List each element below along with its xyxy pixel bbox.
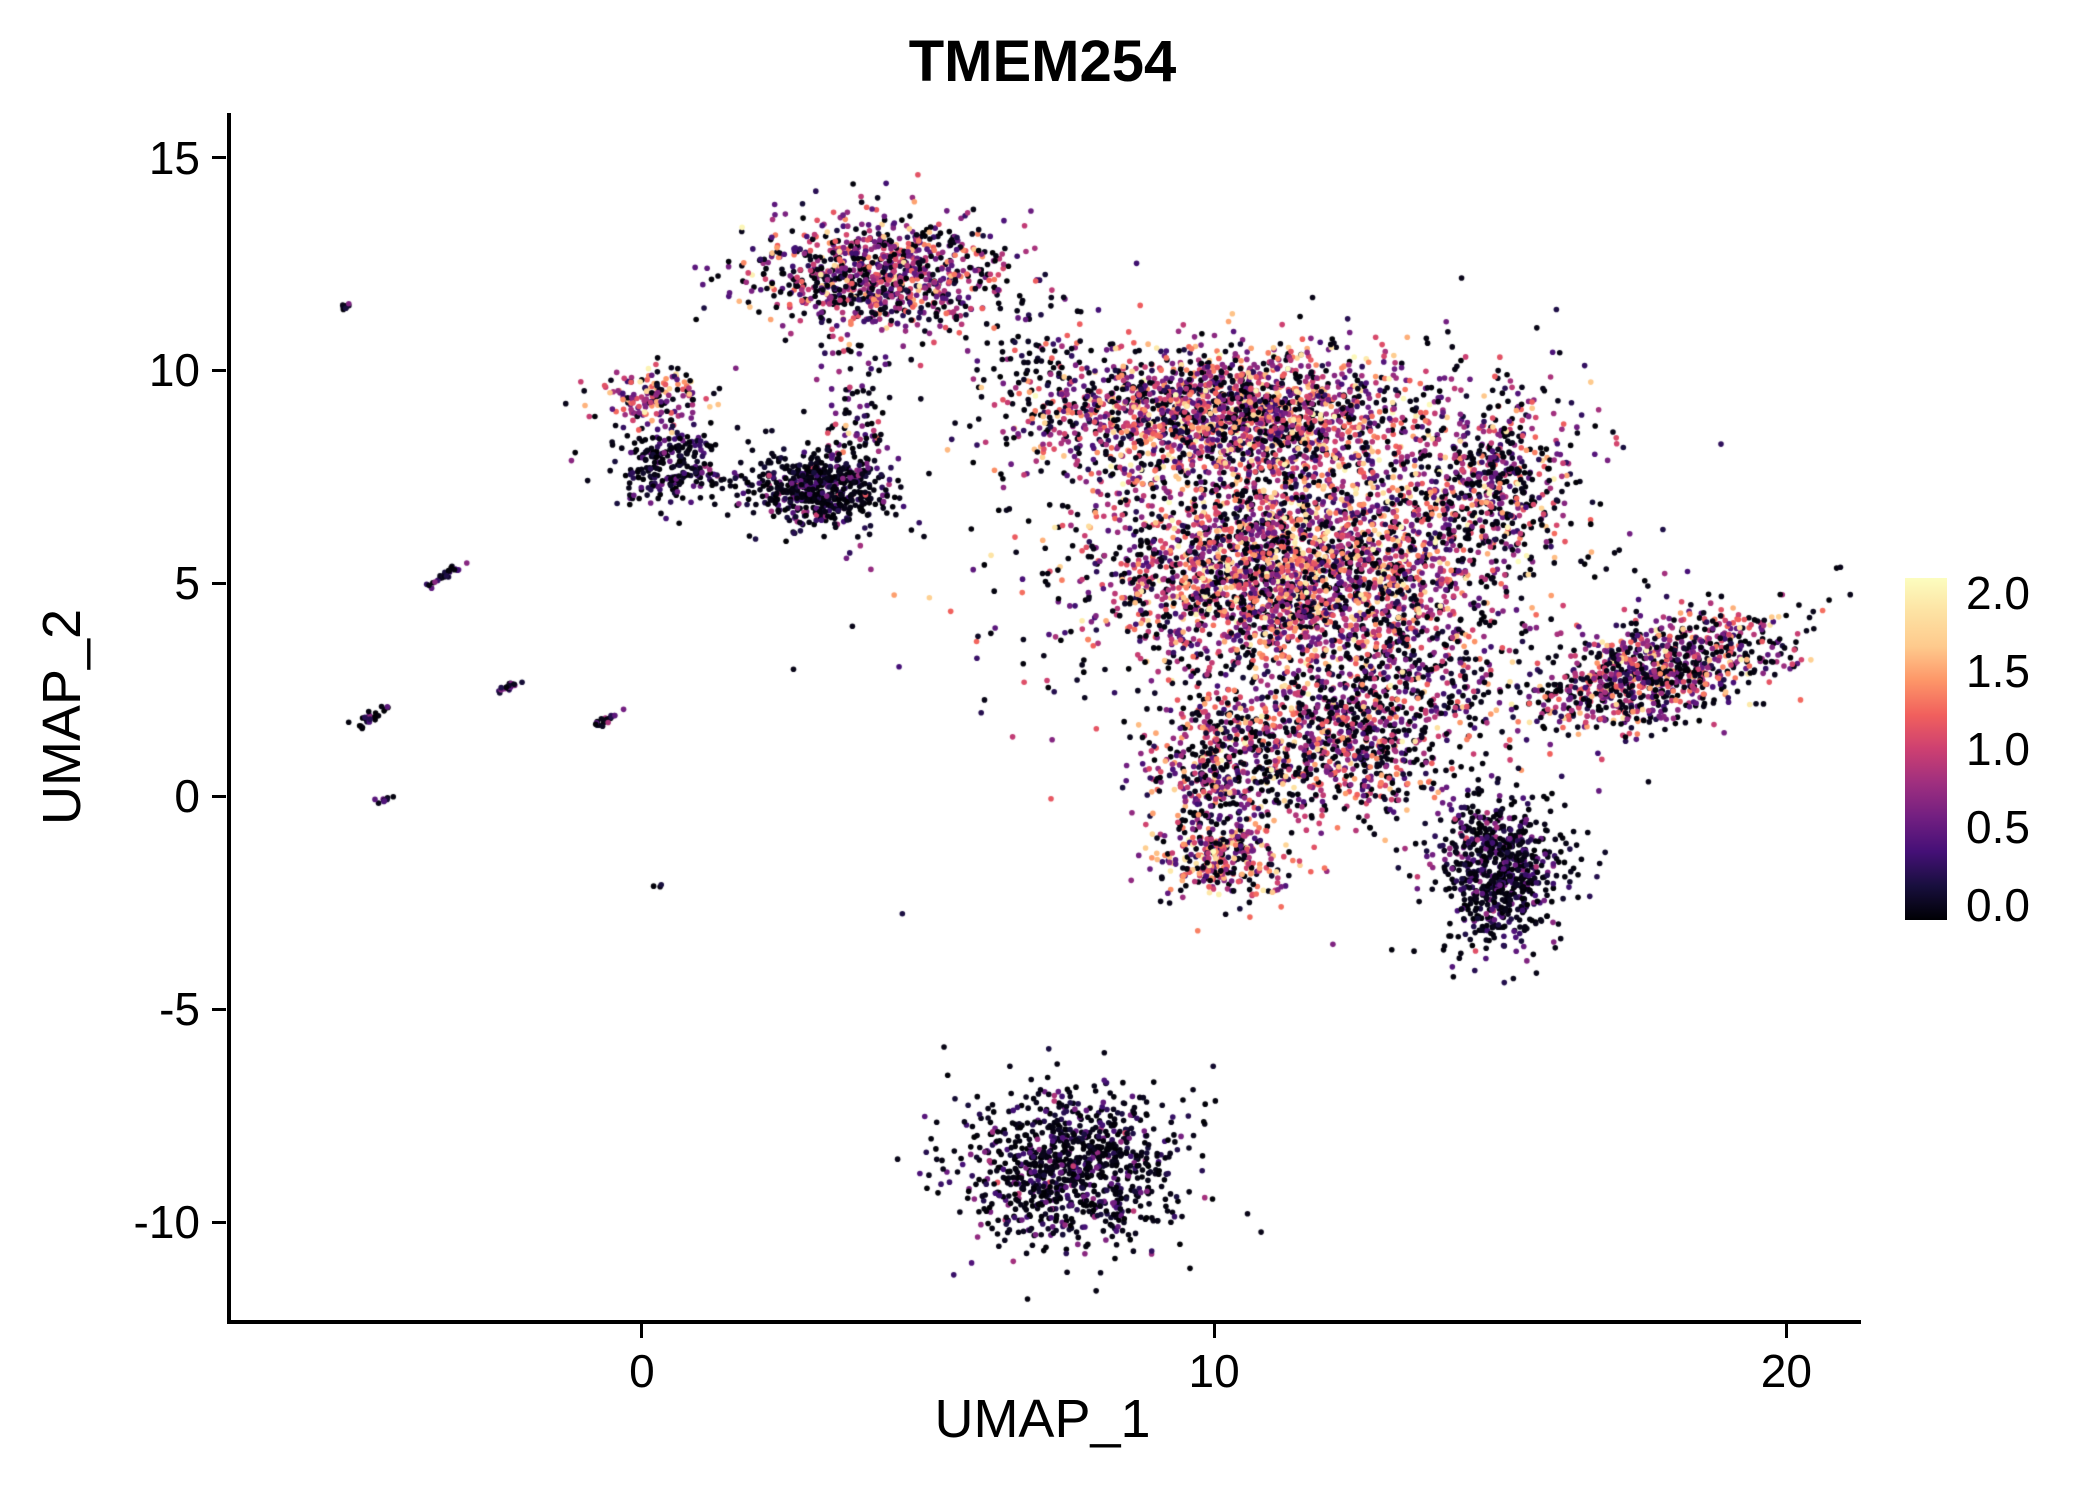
y-tick-label: 5	[174, 557, 200, 610]
y-tick-mark	[212, 156, 226, 160]
x-tick-mark	[1212, 1324, 1216, 1338]
x-tick-label: 20	[1760, 1345, 1812, 1397]
y-axis-line	[227, 113, 231, 1324]
x-axis-title: UMAP_1	[934, 1389, 1151, 1449]
y-tick-label: -5	[159, 983, 200, 1036]
y-tick-mark	[212, 368, 226, 372]
x-tick-mark	[1784, 1324, 1788, 1338]
y-tick-mark	[212, 794, 226, 798]
y-axis-title: UMAP_2	[32, 608, 92, 826]
expression-colorbar	[1905, 578, 1947, 920]
y-tick-label: 10	[148, 344, 200, 397]
colorbar-tick-label: 0.0	[1966, 878, 2030, 931]
y-tick-mark	[212, 1220, 226, 1224]
plot-title: TMEM254	[908, 29, 1177, 94]
x-tick-mark	[640, 1324, 644, 1338]
y-tick-mark	[212, 1007, 226, 1011]
colorbar-tick-label: 2.0	[1966, 567, 2030, 620]
x-tick-label: 10	[1188, 1345, 1240, 1397]
y-tick-mark	[212, 581, 226, 585]
y-tick-label: 0	[174, 770, 200, 823]
y-tick-label: -10	[133, 1196, 200, 1249]
colorbar-tick-label: 0.5	[1966, 800, 2030, 853]
x-axis-line	[227, 1320, 1861, 1324]
colorbar-tick-label: 1.0	[1966, 723, 2030, 775]
colorbar-tick-label: 1.5	[1966, 645, 2030, 698]
y-tick-label: 15	[148, 131, 200, 184]
umap-scatter-canvas	[230, 115, 1855, 1320]
x-tick-label: 0	[629, 1345, 655, 1397]
